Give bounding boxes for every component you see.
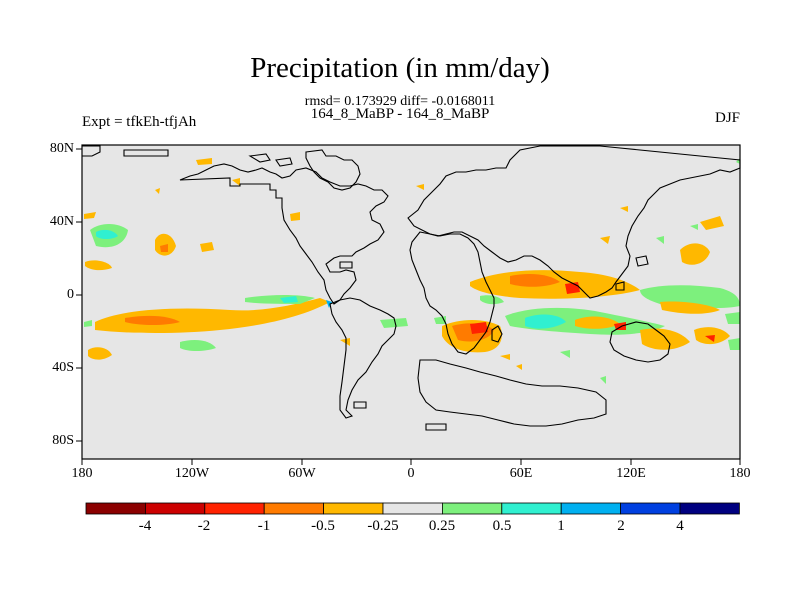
colorbar-swatch [382,502,443,515]
y-tick-label-40s: 40S [52,360,74,375]
colorbar-swatch [204,502,265,515]
contour-orange-npac4 [200,242,214,252]
contour-green-wpac3 [728,338,740,350]
contour-green-sio [560,350,570,358]
colorbar-swatch [679,502,740,515]
x-tick-label-180w: 180 [71,466,93,481]
contour-orange-spac1 [88,347,112,360]
coastline-australia [609,321,671,363]
experiment-label: Expt = tfkEh-tfjAh [82,114,197,130]
contour-green-spac1 [84,320,92,327]
season-label: DJF [714,110,740,126]
contour-dark-orange-africa [510,274,560,287]
contour-orange-sao2 [340,338,350,346]
contour-red-wpac4 [705,335,715,342]
coastline-madagascar [491,325,503,343]
colorbar-swatch [501,502,562,515]
contour-orange-npac7 [196,158,212,165]
coastline-south-islands [353,401,447,431]
contour-green-npac-e [656,236,664,244]
contour-green-npac-e2 [690,224,698,230]
colorbar-label: -0.25 [367,518,399,534]
contour-green-wpac2 [725,312,740,324]
y-tick-label-40n: 40N [49,214,74,229]
colorbar [85,502,740,515]
contour-orange-wpac1 [660,301,720,314]
contour-dark-orange-npac2 [160,244,168,252]
x-tick-label-60w: 60W [288,466,316,481]
colorbar-label: -0.5 [311,518,335,534]
colorbar-label: -1 [257,518,271,534]
colorbar-swatch [263,502,325,515]
colorbar-label: 0.25 [428,518,456,534]
coastline-north-america [179,163,389,305]
map-subtitle: 164_8_MaBP - 164_8_MaBP [310,106,490,122]
precipitation-contours [84,158,740,384]
map-title: Precipitation (in mm/day) [250,52,550,84]
coastlines [82,145,741,431]
contour-green-spac2 [180,340,216,351]
contour-orange-npac3 [85,260,112,271]
contour-orange-wpac3 [700,216,724,230]
colorbar-label: 0.5 [492,518,512,534]
contour-orange-eu2 [620,206,628,212]
coastline-africa [409,231,495,355]
coastline-japan [615,255,649,291]
colorbar-swatch [323,502,384,515]
contour-dark-orange-pacific [125,315,180,325]
colorbar-swatch [560,502,622,515]
colorbar-label: 4 [676,518,684,534]
x-tick-label-180e: 180 [729,466,751,481]
coastline-greenland [305,149,361,191]
contour-orange-sao [500,354,510,360]
colorbar-label: 1 [557,518,565,534]
x-tick-label-0: 0 [407,466,415,481]
plot-background [82,145,740,459]
contour-red-safrica [470,322,488,334]
contour-green-africa1 [480,295,504,305]
contour-orange-wpac2 [680,243,710,265]
contour-green-sio2 [600,376,606,384]
coastline-south-landmass [417,359,607,427]
coastline-caribbean [339,261,353,269]
colorbar-swatch [144,502,206,515]
coastline-alaska [82,145,101,157]
contour-orange-asia [600,236,610,244]
y-tick-label-0: 0 [67,287,74,302]
coastline-arctic-islands [123,149,293,167]
y-tick-label-80s: 80S [52,433,74,448]
contour-cyan-npac [96,229,118,239]
x-tick-label-60e: 60E [509,466,533,481]
colorbar-label: 2 [617,518,625,534]
axis-ticks [76,148,741,465]
colorbar-label: -4 [138,518,152,534]
coastline-south-america [329,297,397,419]
contour-orange-indian2 [640,328,690,350]
contour-orange-npac1 [84,212,96,219]
contour-cyan-indian [525,314,566,329]
y-tick-label-80n: 80N [49,141,74,156]
stats-line: rmsd= 0.173929 diff= -0.0168011 [304,94,496,109]
colorbar-label: -2 [197,518,211,534]
contour-orange-npac5 [290,212,300,221]
x-tick-label-120w: 120W [174,466,210,481]
contour-red-indian1 [614,322,626,330]
contour-orange-npac6 [232,178,240,186]
colorbar-swatch [85,502,146,515]
contour-orange-sio [516,364,522,370]
contour-cyan-pacific [280,296,298,303]
colorbar-swatch [441,502,503,515]
coastline-eurasia [407,145,741,299]
colorbar-swatch [620,502,681,515]
contour-orange-eu [416,184,424,190]
contour-orange-indian1 [575,316,620,329]
contour-orange-npac8 [155,188,160,194]
x-tick-label-120e: 120E [616,466,646,481]
contour-blue-pacific [326,300,332,308]
contour-green-spac3 [380,318,408,328]
